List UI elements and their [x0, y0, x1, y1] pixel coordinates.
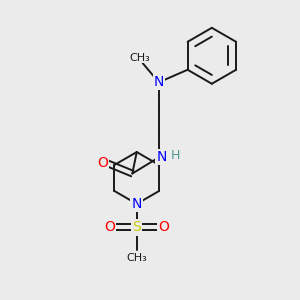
Text: N: N: [157, 150, 167, 164]
Text: O: O: [97, 156, 108, 170]
Text: N: N: [132, 197, 142, 211]
Text: H: H: [171, 149, 181, 162]
Text: N: N: [154, 75, 164, 89]
Text: O: O: [104, 220, 115, 234]
Text: CH₃: CH₃: [129, 53, 150, 63]
Text: CH₃: CH₃: [126, 253, 147, 263]
Text: O: O: [158, 220, 169, 234]
Text: S: S: [132, 220, 141, 234]
